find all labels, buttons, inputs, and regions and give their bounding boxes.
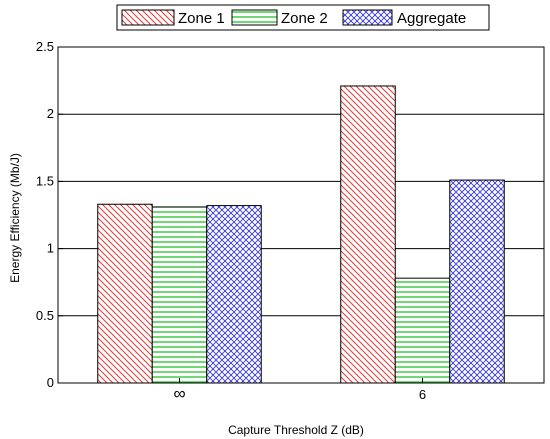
legend: Zone 1 Zone 2 Aggregate [116, 4, 490, 31]
bar-zone-2-1 [394, 277, 451, 384]
y-axis-label: Energy Efficiency (Mb/J) [8, 153, 22, 283]
legend-swatch-aggregate [342, 9, 393, 26]
x-axis-label: Capture Threshold Z (dB) [228, 423, 364, 437]
legend-item-zone-1: Zone 1 [121, 9, 225, 27]
bar-zone-1-0 [97, 203, 153, 384]
y-tick-label: 2.5 [36, 39, 54, 54]
legend-swatch-zone-2 [231, 9, 278, 26]
bars [97, 85, 505, 384]
legend-label-zone-1: Zone 1 [178, 10, 225, 27]
legend-item-aggregate: Aggregate [342, 9, 466, 27]
legend-box [116, 4, 490, 31]
legend-item-zone-2: Zone 2 [231, 9, 328, 27]
y-tick-label: 1 [47, 241, 54, 256]
x-axis-ticks: ∞ 6 [173, 378, 426, 403]
x-tick-label: 6 [419, 387, 426, 402]
bar-aggregate-1 [449, 179, 505, 384]
x-tick-label: ∞ [173, 384, 185, 403]
y-axis-ticks: 0 0.5 1 1.5 2 2.5 [36, 39, 63, 390]
legend-label-zone-2: Zone 2 [281, 10, 328, 27]
plot-area-frame [57, 46, 545, 384]
y-tick-label: 0.5 [36, 308, 54, 323]
legend-label-aggregate: Aggregate [397, 10, 466, 27]
bar-zone-2-0 [151, 206, 208, 384]
y-tick-label: 0 [47, 375, 54, 390]
bar-zone-1-1 [340, 85, 396, 384]
bar-aggregate-0 [206, 205, 262, 384]
y-tick-label: 2 [47, 106, 54, 121]
y-tick-label: 1.5 [36, 173, 54, 188]
legend-swatch-zone-1 [121, 9, 175, 26]
